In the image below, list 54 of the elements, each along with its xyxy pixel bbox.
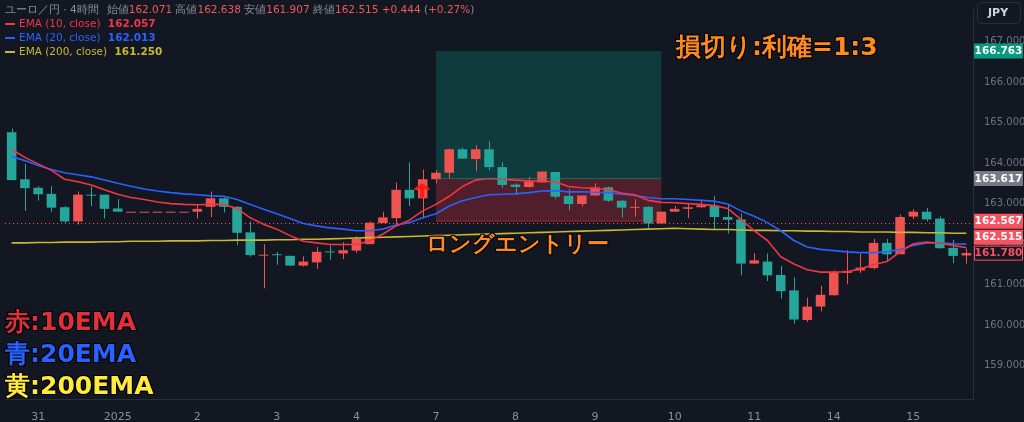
annotation: 損切り:利確=1:3 bbox=[676, 31, 878, 63]
candlestick bbox=[86, 186, 96, 207]
candlestick bbox=[630, 198, 640, 218]
x-tick-label: 7 bbox=[432, 410, 440, 422]
x-tick-label: 2 bbox=[193, 410, 201, 422]
y-tick-label: 163.000 bbox=[984, 197, 1024, 209]
x-tick-label: 10 bbox=[667, 410, 682, 422]
annotation: 赤:10EMA bbox=[5, 306, 137, 338]
text: 161.780 bbox=[974, 246, 1023, 259]
x-tick-label: 14 bbox=[826, 410, 841, 422]
annotation: 黄:200EMA bbox=[5, 370, 154, 402]
text: 166.763 bbox=[974, 44, 1023, 57]
candlestick bbox=[20, 163, 30, 212]
legend-label: EMA (10, close) 162.057 bbox=[19, 17, 156, 29]
candlestick bbox=[802, 297, 813, 323]
y-axis-title: JPY bbox=[977, 2, 1021, 24]
y-tick-label: 166.000 bbox=[984, 75, 1024, 87]
y-tick-label: 164.000 bbox=[984, 156, 1024, 168]
y-tick-label: 161.000 bbox=[984, 278, 1024, 290]
ref-line-label: 162.515 bbox=[974, 230, 1023, 243]
legend-label: EMA (200, close) 161.250 bbox=[19, 45, 163, 57]
candlestick bbox=[325, 244, 335, 261]
annotation: ロングエントリー bbox=[426, 230, 609, 258]
candlestick bbox=[563, 188, 574, 211]
candlestick bbox=[948, 239, 958, 264]
x-tick-label: 11 bbox=[747, 410, 762, 422]
candlestick bbox=[46, 185, 57, 213]
candlestick bbox=[484, 140, 494, 171]
x-tick-label: 2025 bbox=[103, 410, 132, 422]
x-tick-label: 3 bbox=[273, 410, 281, 422]
y-tick-label: 160.000 bbox=[984, 318, 1024, 330]
chart-title: ユーロ／円 · 4時間 bbox=[5, 3, 99, 15]
candlestick bbox=[272, 251, 282, 266]
candlestick bbox=[775, 265, 786, 299]
candlestick bbox=[722, 203, 733, 235]
candlestick bbox=[643, 205, 653, 229]
candlestick bbox=[258, 243, 269, 289]
x-tick-label: 31 bbox=[31, 410, 46, 422]
y-tick-label: 165.000 bbox=[984, 116, 1024, 128]
candlestick bbox=[444, 147, 454, 179]
candlestick bbox=[815, 285, 826, 312]
x-tick-label: 4 bbox=[352, 410, 360, 422]
y-tick-label: 159.000 bbox=[984, 359, 1024, 371]
annotation: 青:20EMA bbox=[5, 338, 137, 370]
legend-label: EMA (20, close) 162.013 bbox=[19, 31, 156, 43]
candlestick bbox=[470, 144, 481, 172]
candlestick bbox=[828, 269, 839, 297]
x-tick-label: 15 bbox=[906, 410, 921, 422]
text: 162.567 bbox=[974, 214, 1023, 227]
text: 163.617 bbox=[974, 171, 1023, 184]
x-tick-label: 8 bbox=[512, 410, 520, 422]
text: 始値162.071 高値162.638 安値161.907 終値162.515 +0.444 (+0.27%) bbox=[106, 3, 475, 15]
x-tick-label: 9 bbox=[591, 410, 599, 422]
candlestick bbox=[497, 161, 508, 189]
